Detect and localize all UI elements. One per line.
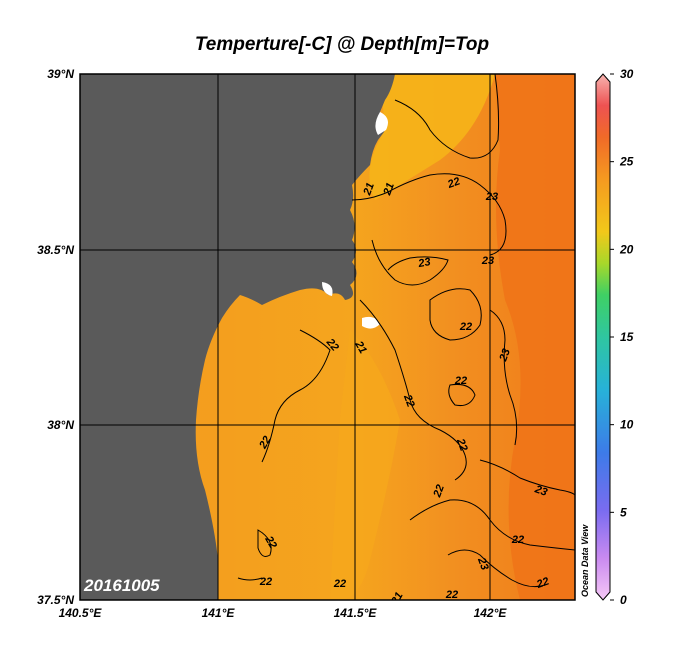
no-data-patch — [322, 282, 333, 296]
contour-label: 22 — [534, 575, 551, 591]
no-data-patch — [375, 112, 388, 135]
map-frame — [79, 73, 576, 601]
contour-label: 23 — [485, 191, 498, 203]
contour-label: 22 — [431, 483, 447, 500]
colorbar-tick-label: 30 — [620, 67, 634, 81]
contour-label: 22 — [454, 436, 470, 453]
contour-label: 21 — [352, 338, 369, 355]
lon-tick-141: 141°E — [202, 606, 236, 620]
cool-water-north — [369, 74, 495, 200]
contour-label: 22 — [445, 175, 462, 191]
contour-label: 21 — [381, 181, 397, 198]
contour-label: 22 — [333, 578, 346, 590]
contour-label: 21 — [361, 181, 377, 198]
colorbar-tick-label: 0 — [620, 593, 627, 607]
land-mass — [80, 74, 395, 600]
colorbar-tick-label: 20 — [619, 242, 634, 256]
contour-label: 23 — [416, 256, 431, 270]
contour-label: 22 — [511, 534, 524, 546]
lon-tick-141-5: 141.5°E — [334, 606, 378, 620]
date-label: 20161005 — [83, 576, 160, 595]
no-data-patch — [362, 316, 380, 329]
contour-label: 21 — [389, 590, 406, 607]
contour-label: 23 — [497, 347, 513, 364]
contour-label: 22 — [454, 375, 467, 387]
contour-label: 23 — [481, 255, 494, 267]
lon-tick-142: 142°E — [474, 606, 508, 620]
contour-lines — [237, 74, 575, 588]
odv-watermark: Ocean Data View — [580, 524, 590, 597]
map-title: Temperture[-C] @ Depth[m]=Top — [194, 34, 490, 55]
warm-water-east — [495, 74, 575, 600]
lat-tick-37-5: 37.5°N — [37, 593, 74, 607]
cool-water-south — [330, 330, 400, 600]
lon-tick-140-5: 140.5°E — [59, 606, 103, 620]
lat-tick-38-5: 38.5°N — [37, 243, 74, 257]
colorbar: 30 25 20 15 10 5 0 — [595, 67, 634, 607]
contour-label: 22 — [257, 434, 274, 451]
contour-label: 22 — [262, 533, 279, 550]
contour-label: 22 — [259, 576, 272, 588]
colorbar-tick-label: 15 — [620, 330, 634, 344]
lat-tick-38: 38°N — [47, 418, 74, 432]
colorbar-tick-label: 25 — [619, 155, 634, 169]
graticule — [80, 74, 575, 600]
colorbar-scale — [595, 73, 611, 601]
contour-label: 22 — [401, 392, 417, 409]
colorbar-tick-label: 10 — [620, 418, 634, 432]
lat-tick-39: 39°N — [47, 67, 74, 81]
contour-label: 23 — [475, 555, 491, 572]
contour-label: 22 — [445, 589, 458, 601]
contour-label: 23 — [532, 483, 549, 499]
colorbar-tick-label: 5 — [620, 505, 627, 519]
contour-label: 22 — [459, 321, 472, 333]
